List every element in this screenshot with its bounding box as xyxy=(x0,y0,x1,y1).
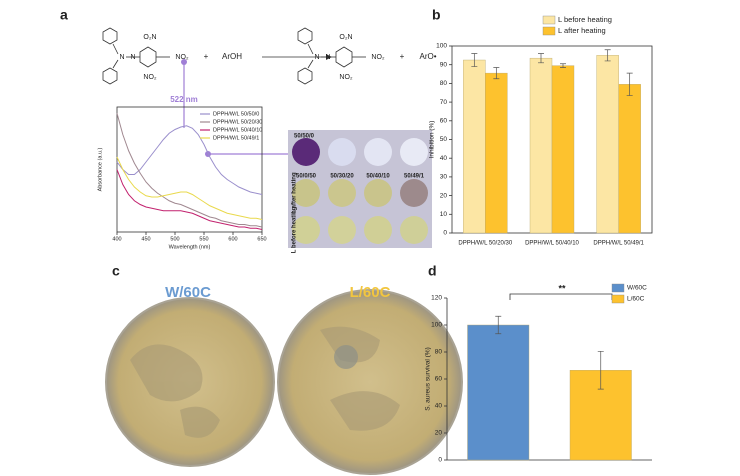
panel-label: b xyxy=(432,7,441,23)
dish-well xyxy=(334,345,358,369)
significance-bracket xyxy=(509,293,613,300)
x-axis-label: Wavelength (nm) xyxy=(169,244,211,250)
error-bar xyxy=(538,53,544,64)
y-tick-label: 40 xyxy=(435,403,443,410)
atom: N xyxy=(325,54,330,61)
x-tick-label: DPPH/W/L 50/40/10 xyxy=(525,241,579,247)
panel-label: d xyxy=(428,263,437,279)
x-tick-label: 450 xyxy=(141,236,150,242)
y-tick-label: 120 xyxy=(431,295,442,302)
y-tick-label: 70 xyxy=(440,99,448,106)
legend-swatch xyxy=(611,283,625,293)
atom: N xyxy=(314,54,319,61)
panel-label: a xyxy=(60,7,68,23)
error-bar xyxy=(493,67,500,80)
dish-texture xyxy=(130,326,400,438)
error-bar xyxy=(560,63,566,68)
x-tick-label: DPPH/W/L 50/49/1 xyxy=(593,241,644,247)
x-tick-label: 500 xyxy=(170,236,179,242)
bar xyxy=(596,55,619,234)
x-tick-label: DPPH/W/L 50/20/30 xyxy=(458,241,512,247)
wells xyxy=(292,138,428,244)
y-axis-label: Inhibition (%) xyxy=(429,121,436,159)
error-bar xyxy=(604,49,611,62)
y-tick-label: 0 xyxy=(438,457,442,464)
x-tick-label: 550 xyxy=(199,236,208,242)
well-label: 50/0/50 xyxy=(296,174,317,180)
y-tick-label: 60 xyxy=(435,376,443,383)
dish-label: L/60C xyxy=(350,284,391,301)
legend-label: W/60C xyxy=(627,285,647,292)
row-label: L before heating xyxy=(292,206,298,253)
y-tick-label: 0 xyxy=(443,230,447,237)
operator: + xyxy=(204,52,209,61)
legend-swatch xyxy=(542,15,556,25)
error-bar xyxy=(626,72,633,96)
bar xyxy=(618,84,641,234)
x-tick-label: 650 xyxy=(257,236,266,242)
well-label: 50/40/10 xyxy=(366,174,390,180)
x-tick-label: 400 xyxy=(112,236,121,242)
x-tick-label: 600 xyxy=(228,236,237,242)
legend-label: L before heating xyxy=(558,15,612,24)
legend-label: DPPH/W/L 50/50/0 xyxy=(213,111,259,117)
reactant-structure xyxy=(102,27,170,85)
y-tick-label: 100 xyxy=(436,43,447,50)
spectrum-line xyxy=(116,113,263,228)
legend-label: DPPH/W/L 50/49/1 xyxy=(213,135,259,141)
y-tick-label: 10 xyxy=(440,211,448,218)
y-tick-label: 80 xyxy=(440,80,448,87)
product-structure xyxy=(297,27,366,85)
spectrum-line xyxy=(116,169,263,230)
well-label: 50/30/20 xyxy=(330,174,354,180)
y-axis-label: Absorbance (a.u.) xyxy=(97,147,103,191)
panel-label: c xyxy=(112,263,120,279)
legend-swatch xyxy=(611,294,625,304)
y-axis-label: S. aureus survival (%) xyxy=(425,347,432,411)
spectrum-line xyxy=(116,125,263,195)
atom: N xyxy=(119,54,124,61)
well-label: 50/49/1 xyxy=(404,174,425,180)
row-label: L after heating xyxy=(292,172,298,214)
bar xyxy=(551,65,575,234)
y-tick-label: 20 xyxy=(440,192,448,199)
plot-frame xyxy=(116,106,263,233)
peak-label: 522 nm xyxy=(170,95,198,104)
legend-label: L after heating xyxy=(558,26,606,35)
error-bar xyxy=(471,53,478,67)
significance-label: ** xyxy=(558,283,566,293)
error-bar xyxy=(597,350,604,390)
bar xyxy=(467,324,530,461)
error-bar xyxy=(495,315,502,335)
well-label: 50/50/0 xyxy=(294,134,315,140)
y-tick-label: 90 xyxy=(440,61,448,68)
bar xyxy=(463,59,486,234)
atom: N xyxy=(130,54,135,61)
y-tick-label: 50 xyxy=(440,136,448,143)
y-tick-label: 60 xyxy=(440,118,448,125)
byproduct: ArO• xyxy=(419,52,436,61)
y-tick-label: 40 xyxy=(440,155,448,162)
group: NO₂ xyxy=(371,54,385,61)
bar xyxy=(485,72,508,234)
group: NO₂ xyxy=(175,54,189,61)
spectrum-line xyxy=(116,156,263,220)
group: NO₂ xyxy=(339,74,353,81)
group: NO₂ xyxy=(143,74,157,81)
bar xyxy=(529,57,553,234)
y-tick-label: 100 xyxy=(431,322,442,329)
y-tick-label: 80 xyxy=(435,349,443,356)
legend-label: DPPH/W/L 50/20/30 xyxy=(213,119,262,125)
y-tick-label: 30 xyxy=(440,174,448,181)
dish-label: W/60C xyxy=(165,284,211,301)
y-tick-label: 20 xyxy=(435,430,443,437)
group: O₂N xyxy=(143,34,156,41)
legend-swatch xyxy=(542,26,556,36)
operator: + xyxy=(400,52,405,61)
reagent: ArOH xyxy=(222,52,242,61)
group: O₂N xyxy=(339,34,352,41)
legend-label: DPPH/W/L 50/40/10 xyxy=(213,127,262,133)
legend-label: L/60C xyxy=(627,296,645,303)
